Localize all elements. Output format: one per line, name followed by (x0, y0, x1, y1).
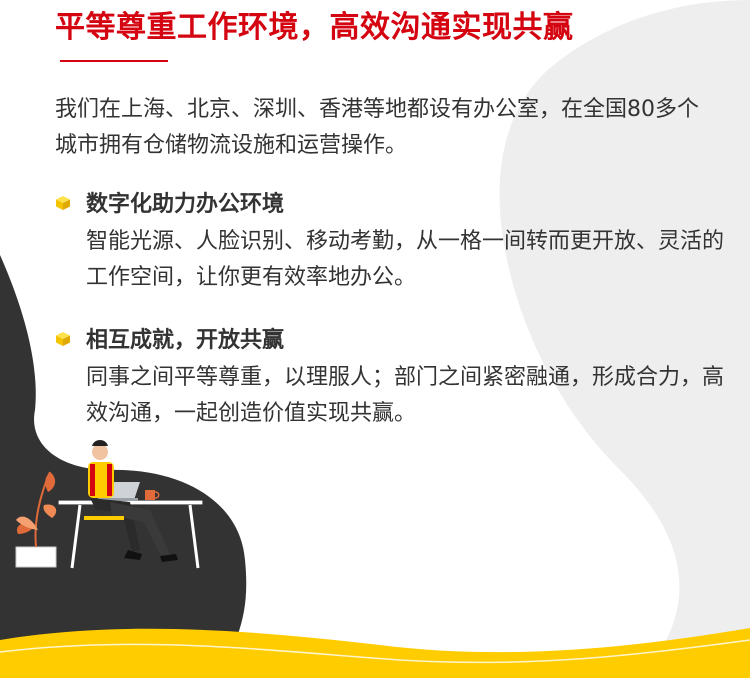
feature-description: 智能光源、人脸识别、移动考勤，从一格一间转而更开放、灵活的工作空间，让你更有效率… (86, 229, 725, 290)
page-title: 平等尊重工作环境，高效沟通实现共赢 (55, 10, 574, 45)
feature-description: 同事之间平等尊重，以理服人；部门之间紧密融通，形成合力，高效沟通，一起创造价值实… (86, 365, 725, 426)
dark-grey-blob (0, 255, 247, 678)
yellow-cube-icon (56, 332, 70, 346)
feature-title: 相互成就，开放共赢 (86, 328, 285, 353)
person-icon (84, 440, 178, 562)
yellow-cube-icon (56, 196, 70, 210)
feature-title: 数字化助力办公环境 (86, 192, 285, 217)
title-underline (60, 60, 168, 62)
yellow-wave (0, 628, 750, 678)
yellow-wave-line (0, 639, 750, 664)
light-grey-blob (499, 0, 750, 678)
mug-icon (145, 490, 160, 500)
plant-icon (15, 471, 57, 568)
intro-text: 我们在上海、北京、深圳、香港等地都设有办公室，在全国80多个城市拥有仓储物流设施… (55, 97, 699, 158)
person-at-desk-illustration (15, 440, 204, 569)
